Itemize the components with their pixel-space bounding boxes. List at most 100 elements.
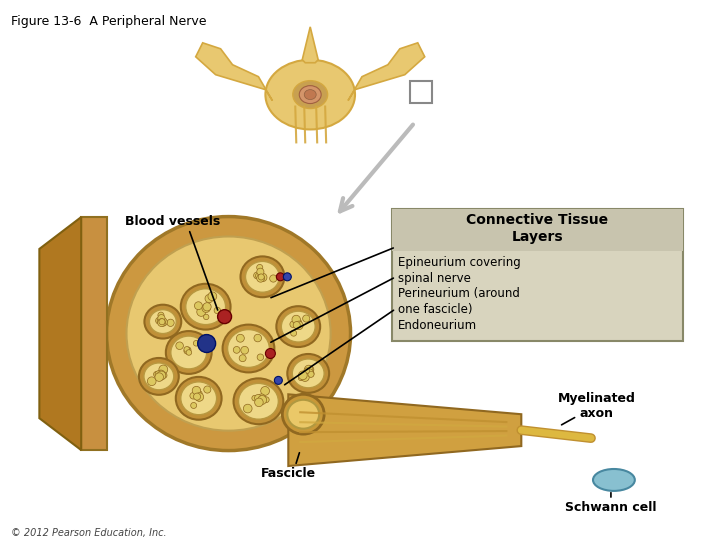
Circle shape bbox=[255, 398, 264, 407]
Ellipse shape bbox=[144, 363, 174, 390]
Text: Endoneurium: Endoneurium bbox=[398, 319, 477, 332]
Circle shape bbox=[252, 395, 258, 401]
Circle shape bbox=[307, 366, 314, 373]
Circle shape bbox=[291, 330, 297, 336]
Circle shape bbox=[155, 373, 163, 381]
Circle shape bbox=[266, 348, 275, 359]
Circle shape bbox=[204, 303, 210, 310]
Circle shape bbox=[158, 312, 164, 318]
Circle shape bbox=[157, 319, 162, 323]
Polygon shape bbox=[348, 43, 425, 100]
Ellipse shape bbox=[287, 354, 329, 393]
Circle shape bbox=[194, 340, 199, 346]
FancyBboxPatch shape bbox=[392, 209, 683, 251]
Circle shape bbox=[208, 292, 217, 301]
Circle shape bbox=[214, 307, 220, 314]
Circle shape bbox=[254, 334, 261, 342]
Text: Myelinated
axon: Myelinated axon bbox=[558, 392, 636, 420]
Circle shape bbox=[158, 319, 166, 327]
Polygon shape bbox=[196, 43, 272, 100]
Circle shape bbox=[158, 371, 164, 377]
Circle shape bbox=[257, 268, 264, 275]
Polygon shape bbox=[81, 217, 107, 450]
Circle shape bbox=[195, 393, 204, 401]
Circle shape bbox=[217, 309, 232, 323]
Circle shape bbox=[194, 302, 202, 309]
Circle shape bbox=[264, 397, 269, 403]
Circle shape bbox=[305, 365, 313, 374]
Circle shape bbox=[302, 315, 310, 322]
Circle shape bbox=[205, 294, 213, 302]
Ellipse shape bbox=[246, 261, 279, 292]
Circle shape bbox=[157, 371, 166, 380]
Circle shape bbox=[301, 373, 310, 381]
Polygon shape bbox=[302, 27, 318, 63]
Circle shape bbox=[190, 393, 197, 399]
Circle shape bbox=[256, 273, 261, 279]
Circle shape bbox=[161, 373, 167, 378]
Text: Blood vessels: Blood vessels bbox=[125, 214, 220, 227]
Ellipse shape bbox=[287, 400, 319, 429]
Circle shape bbox=[204, 386, 211, 393]
Text: © 2012 Pearson Education, Inc.: © 2012 Pearson Education, Inc. bbox=[12, 528, 167, 538]
Circle shape bbox=[257, 354, 264, 361]
Circle shape bbox=[191, 402, 197, 408]
Ellipse shape bbox=[127, 237, 330, 431]
Circle shape bbox=[253, 272, 261, 279]
Circle shape bbox=[159, 319, 165, 325]
Circle shape bbox=[240, 346, 248, 354]
Circle shape bbox=[202, 304, 210, 313]
Circle shape bbox=[307, 370, 314, 377]
Polygon shape bbox=[288, 394, 521, 466]
Ellipse shape bbox=[181, 382, 217, 415]
Ellipse shape bbox=[233, 379, 284, 424]
Circle shape bbox=[204, 314, 209, 320]
Ellipse shape bbox=[276, 306, 320, 347]
Circle shape bbox=[243, 404, 252, 413]
Circle shape bbox=[236, 334, 244, 342]
Text: Perineurium (around
one fascicle): Perineurium (around one fascicle) bbox=[398, 287, 520, 316]
Circle shape bbox=[258, 395, 264, 401]
Circle shape bbox=[258, 395, 266, 404]
Circle shape bbox=[290, 321, 297, 328]
Circle shape bbox=[298, 371, 307, 380]
Circle shape bbox=[270, 275, 277, 282]
Circle shape bbox=[294, 321, 303, 330]
Circle shape bbox=[295, 324, 301, 329]
Ellipse shape bbox=[150, 309, 176, 334]
Circle shape bbox=[258, 273, 267, 281]
Text: Schwann cell: Schwann cell bbox=[565, 501, 657, 514]
Circle shape bbox=[308, 371, 314, 377]
Circle shape bbox=[276, 273, 284, 281]
Circle shape bbox=[176, 342, 184, 349]
Ellipse shape bbox=[238, 383, 279, 419]
Circle shape bbox=[298, 375, 303, 381]
Ellipse shape bbox=[176, 377, 222, 420]
Circle shape bbox=[258, 274, 264, 280]
Circle shape bbox=[197, 307, 206, 316]
Ellipse shape bbox=[282, 394, 324, 434]
Circle shape bbox=[167, 319, 174, 326]
Ellipse shape bbox=[181, 284, 230, 329]
Circle shape bbox=[274, 376, 282, 384]
Circle shape bbox=[192, 386, 201, 395]
Circle shape bbox=[155, 370, 162, 378]
Circle shape bbox=[304, 368, 310, 374]
Text: Connective Tissue
Layers: Connective Tissue Layers bbox=[466, 213, 608, 245]
Ellipse shape bbox=[305, 90, 316, 99]
Circle shape bbox=[239, 355, 246, 362]
Circle shape bbox=[203, 302, 211, 311]
Circle shape bbox=[257, 274, 264, 282]
Circle shape bbox=[197, 391, 202, 396]
Ellipse shape bbox=[293, 80, 328, 109]
Ellipse shape bbox=[139, 358, 179, 395]
Ellipse shape bbox=[107, 217, 351, 450]
Ellipse shape bbox=[300, 86, 321, 104]
Circle shape bbox=[186, 350, 192, 355]
Circle shape bbox=[153, 372, 159, 377]
Polygon shape bbox=[40, 217, 81, 450]
Circle shape bbox=[257, 394, 266, 402]
Circle shape bbox=[184, 348, 190, 354]
Text: Figure 13-6  A Peripheral Nerve: Figure 13-6 A Peripheral Nerve bbox=[12, 15, 207, 28]
Circle shape bbox=[306, 369, 313, 376]
